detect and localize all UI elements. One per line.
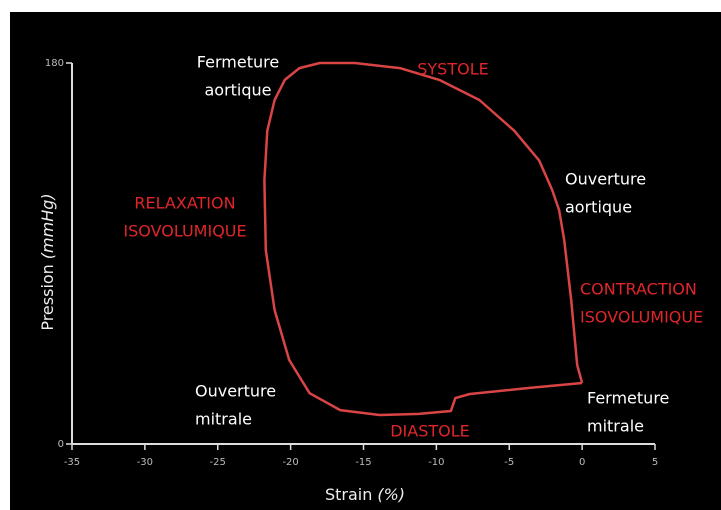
y-tick-label: 180 (45, 58, 64, 69)
annotation: Ouverture (195, 382, 276, 401)
annotation: mitrale (587, 417, 644, 436)
annotation: aortique (204, 81, 271, 100)
x-tick-label: -5 (504, 457, 514, 468)
annotation: DIASTOLE (390, 422, 470, 441)
x-tick-label: 5 (652, 457, 658, 468)
annotation: Fermeture (587, 389, 669, 408)
x-tick-label: 0 (579, 457, 585, 468)
x-label-unit: (%) (377, 485, 405, 504)
x-tick-label: -10 (428, 457, 444, 468)
annotation: RELAXATION (134, 194, 235, 213)
annotation: Fermeture (197, 53, 279, 72)
background (10, 12, 721, 510)
y-label-unit: (mmHg) (38, 193, 57, 259)
annotation: aortique (565, 198, 632, 217)
y-axis-label: Pression (mmHg) (38, 193, 57, 330)
y-label-text: Pression (38, 264, 57, 330)
x-tick-label: -30 (137, 457, 153, 468)
x-tick-label: -20 (282, 457, 298, 468)
annotation: ISOVOLUMIQUE (123, 222, 246, 241)
x-axis-label: Strain (%) (325, 485, 405, 504)
annotation: mitrale (195, 410, 252, 429)
annotation: SYSTOLE (417, 60, 488, 79)
x-tick-label: -15 (355, 457, 371, 468)
annotation: ISOVOLUMIQUE (580, 308, 703, 327)
x-label-text: Strain (325, 485, 372, 504)
loop-line (263, 61, 584, 417)
x-tick-label: -25 (210, 457, 226, 468)
annotation: Ouverture (565, 170, 646, 189)
y-tick-label: 0 (58, 439, 64, 450)
x-tick-label: -35 (64, 457, 80, 468)
annotation: CONTRACTION (580, 280, 697, 299)
